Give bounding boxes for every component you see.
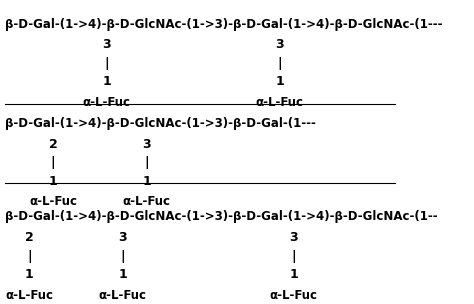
Text: 3: 3 (275, 38, 284, 51)
Text: α-L-Fuc: α-L-Fuc (29, 195, 77, 208)
Text: 1: 1 (102, 75, 111, 88)
Text: β-D-Gal-(1->4)-β-D-GlcNAc-(1->3)-β-D-Gal-(1->4)-β-D-GlcNAc-(1---: β-D-Gal-(1->4)-β-D-GlcNAc-(1->3)-β-D-Gal… (5, 18, 443, 30)
Text: β-D-Gal-(1->4)-β-D-GlcNAc-(1->3)-β-D-Gal-(1->4)-β-D-GlcNAc-(1--: β-D-Gal-(1->4)-β-D-GlcNAc-(1->3)-β-D-Gal… (5, 210, 438, 223)
Text: 1: 1 (142, 174, 151, 188)
Text: 1: 1 (25, 268, 34, 281)
Text: α-L-Fuc: α-L-Fuc (255, 96, 303, 109)
Text: β-D-Gal-(1->4)-β-D-GlcNAc-(1->3)-β-D-Gal-(1---: β-D-Gal-(1->4)-β-D-GlcNAc-(1->3)-β-D-Gal… (5, 117, 316, 130)
Text: α-L-Fuc: α-L-Fuc (5, 289, 53, 302)
Text: |: | (277, 57, 282, 70)
Text: α-L-Fuc: α-L-Fuc (122, 195, 171, 208)
Text: α-L-Fuc: α-L-Fuc (99, 289, 146, 302)
Text: 3: 3 (289, 231, 298, 244)
Text: 3: 3 (118, 231, 127, 244)
Text: |: | (120, 250, 125, 263)
Text: 1: 1 (118, 268, 127, 281)
Text: 1: 1 (289, 268, 298, 281)
Text: 3: 3 (142, 138, 151, 150)
Text: |: | (51, 156, 55, 169)
Text: |: | (27, 250, 31, 263)
Text: |: | (144, 156, 149, 169)
Text: |: | (291, 250, 296, 263)
Text: 2: 2 (49, 138, 57, 150)
Text: 1: 1 (275, 75, 284, 88)
Text: 1: 1 (49, 174, 57, 188)
Text: 2: 2 (25, 231, 34, 244)
Text: 3: 3 (102, 38, 111, 51)
Text: α-L-Fuc: α-L-Fuc (82, 96, 131, 109)
Text: |: | (104, 57, 109, 70)
Text: α-L-Fuc: α-L-Fuc (270, 289, 318, 302)
